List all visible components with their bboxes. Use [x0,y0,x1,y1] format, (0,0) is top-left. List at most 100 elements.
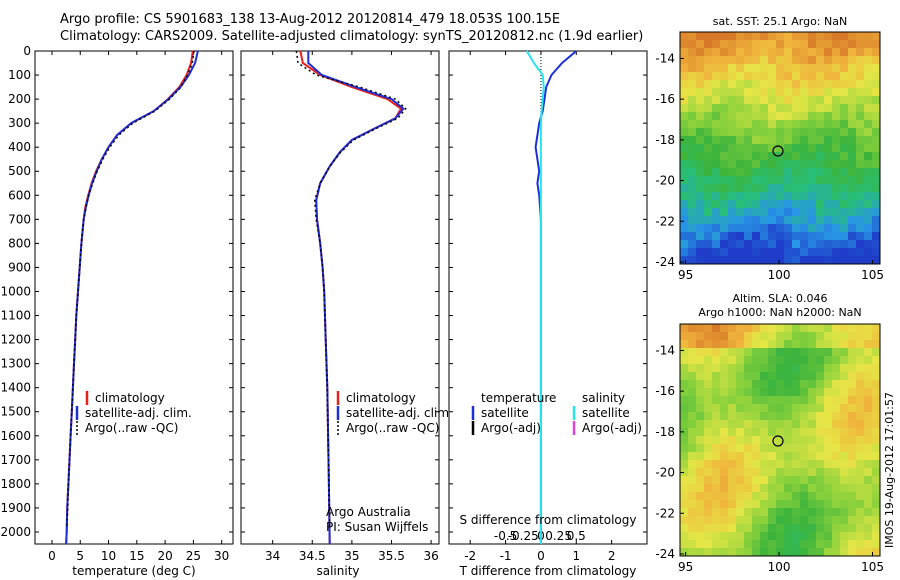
sst-cell [720,232,729,241]
sla-cell [744,340,753,349]
sst-cell [832,240,841,249]
sla-cell [728,404,737,413]
sst-cell [688,224,697,233]
sst-cell [784,144,793,153]
sst-cell [744,96,753,105]
sla-cell [824,324,833,333]
sla-cell [720,340,729,349]
sla-cell [712,428,721,437]
sla-cell [696,508,705,517]
difference-top-xlabel: S difference from climatology [460,513,637,527]
sla-cell [752,524,761,533]
sla-cell [808,364,817,373]
sst-cell [768,80,777,89]
sla-cell [728,356,737,365]
sla-cell [696,484,705,493]
sla-cell [728,468,737,477]
sla-cell [712,476,721,485]
sst-cell [680,224,689,233]
sla-cell [824,436,833,445]
sla-cell [760,484,769,493]
sst-cell [792,88,801,97]
sst-cell [808,136,817,145]
sst-cell [808,112,817,121]
sst-cell [792,32,801,41]
sla-cell [728,380,737,389]
sla-cell [680,372,689,381]
x-top-tick-label: 0.5 [567,529,586,543]
sla-cell [680,444,689,453]
sst-cell [680,120,689,129]
sst-cell [872,168,881,177]
sla-cell [728,548,737,557]
sst-cell [720,48,729,57]
sst-cell [872,152,881,161]
sla-cell [848,388,857,397]
sst-cell [840,200,849,209]
sla-cell [680,492,689,501]
sla-cell [808,444,817,453]
sla-map-frame [679,323,881,557]
sst-cell [752,240,761,249]
sst-cell [760,200,769,209]
sla-cell [752,468,761,477]
sst-cell [712,120,721,129]
sst-cell [744,64,753,73]
sst-cell [872,240,881,249]
sst-cell [744,168,753,177]
sla-cell [776,484,785,493]
sla-cell [840,516,849,525]
sst-cell [704,32,713,41]
sst-cell [744,232,753,241]
sst-cell [856,104,865,113]
map-lon-label: 95 [678,268,693,282]
sst-cell [808,216,817,225]
sla-cell [736,404,745,413]
sst-cell [736,232,745,241]
sst-cell [824,80,833,89]
sla-cell [736,508,745,517]
sla-cell [808,356,817,365]
y-tick-label: 1600 [0,429,31,443]
sst-cell [792,224,801,233]
sst-cell [776,40,785,49]
sst-cell [832,256,841,265]
sst-cell [720,168,729,177]
sst-cell [752,56,761,65]
sst-cell [744,144,753,153]
sst-cell [848,160,857,169]
sla-cell [752,388,761,397]
sst-cell [800,72,809,81]
sst-cell [760,88,769,97]
sla-cell [848,348,857,357]
sst-cell [808,88,817,97]
sla-cell [736,540,745,549]
sst-cell [864,128,873,137]
sla-cell [792,476,801,485]
sst-cell [792,64,801,73]
sla-cell [680,428,689,437]
sst-cell [744,56,753,65]
sla-cell [688,524,697,533]
sst-cell [832,48,841,57]
sst-cell [736,216,745,225]
sst-cell [872,200,881,209]
sst-cell [744,112,753,121]
sst-cell [736,88,745,97]
sla-cell [800,524,809,533]
sst-cell [752,144,761,153]
sst-cell [832,184,841,193]
sst-cell [856,208,865,217]
sla-cell [728,516,737,525]
sla-cell [832,492,841,501]
sst-cell [856,216,865,225]
sst-cell [832,208,841,217]
sla-cell [760,452,769,461]
sst-cell [760,32,769,41]
sla-cell [712,548,721,557]
sla-cell [680,404,689,413]
sst-cell [816,184,825,193]
sla-cell [768,396,777,405]
sst-cell [872,144,881,153]
sla-cell [704,364,713,373]
